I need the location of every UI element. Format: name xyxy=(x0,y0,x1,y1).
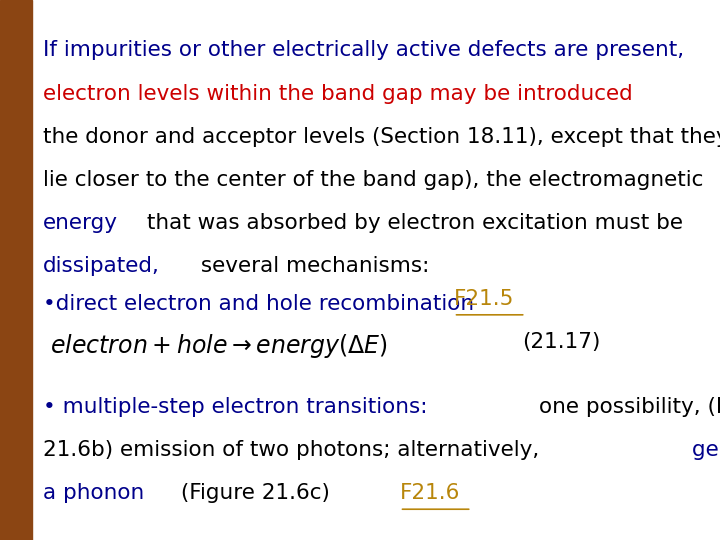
Text: that was absorbed by electron excitation must be: that was absorbed by electron excitation… xyxy=(140,213,683,233)
Text: a phonon: a phonon xyxy=(43,483,145,503)
Text: (21.17): (21.17) xyxy=(522,332,600,352)
Text: If impurities or other electrically active defects are present,: If impurities or other electrically acti… xyxy=(43,40,684,60)
Text: F21.5: F21.5 xyxy=(454,289,514,309)
Text: several mechanisms:: several mechanisms: xyxy=(194,256,429,276)
Bar xyxy=(0,0,32,540)
Text: •direct electron and hole recombination: •direct electron and hole recombination xyxy=(43,294,474,314)
Text: one possibility, (Figure: one possibility, (Figure xyxy=(539,397,720,417)
Text: $\mathit{electron + hole \rightarrow energy(\Delta E)}$: $\mathit{electron + hole \rightarrow ene… xyxy=(50,332,388,360)
Text: F21.6: F21.6 xyxy=(400,483,460,503)
Text: the donor and acceptor levels (Section 18.11), except that they: the donor and acceptor levels (Section 1… xyxy=(43,127,720,147)
Text: energy: energy xyxy=(43,213,118,233)
Text: lie closer to the center of the band gap), the electromagnetic: lie closer to the center of the band gap… xyxy=(43,170,703,190)
Text: electron levels within the band gap may be introduced: electron levels within the band gap may … xyxy=(43,84,633,104)
Text: dissipated,: dissipated, xyxy=(43,256,160,276)
Text: • multiple-step electron transitions:: • multiple-step electron transitions: xyxy=(43,397,428,417)
Text: generation of: generation of xyxy=(693,440,720,460)
Text: 21.6b) emission of two photons; alternatively,: 21.6b) emission of two photons; alternat… xyxy=(43,440,546,460)
Text: (Figure 21.6c): (Figure 21.6c) xyxy=(174,483,330,503)
